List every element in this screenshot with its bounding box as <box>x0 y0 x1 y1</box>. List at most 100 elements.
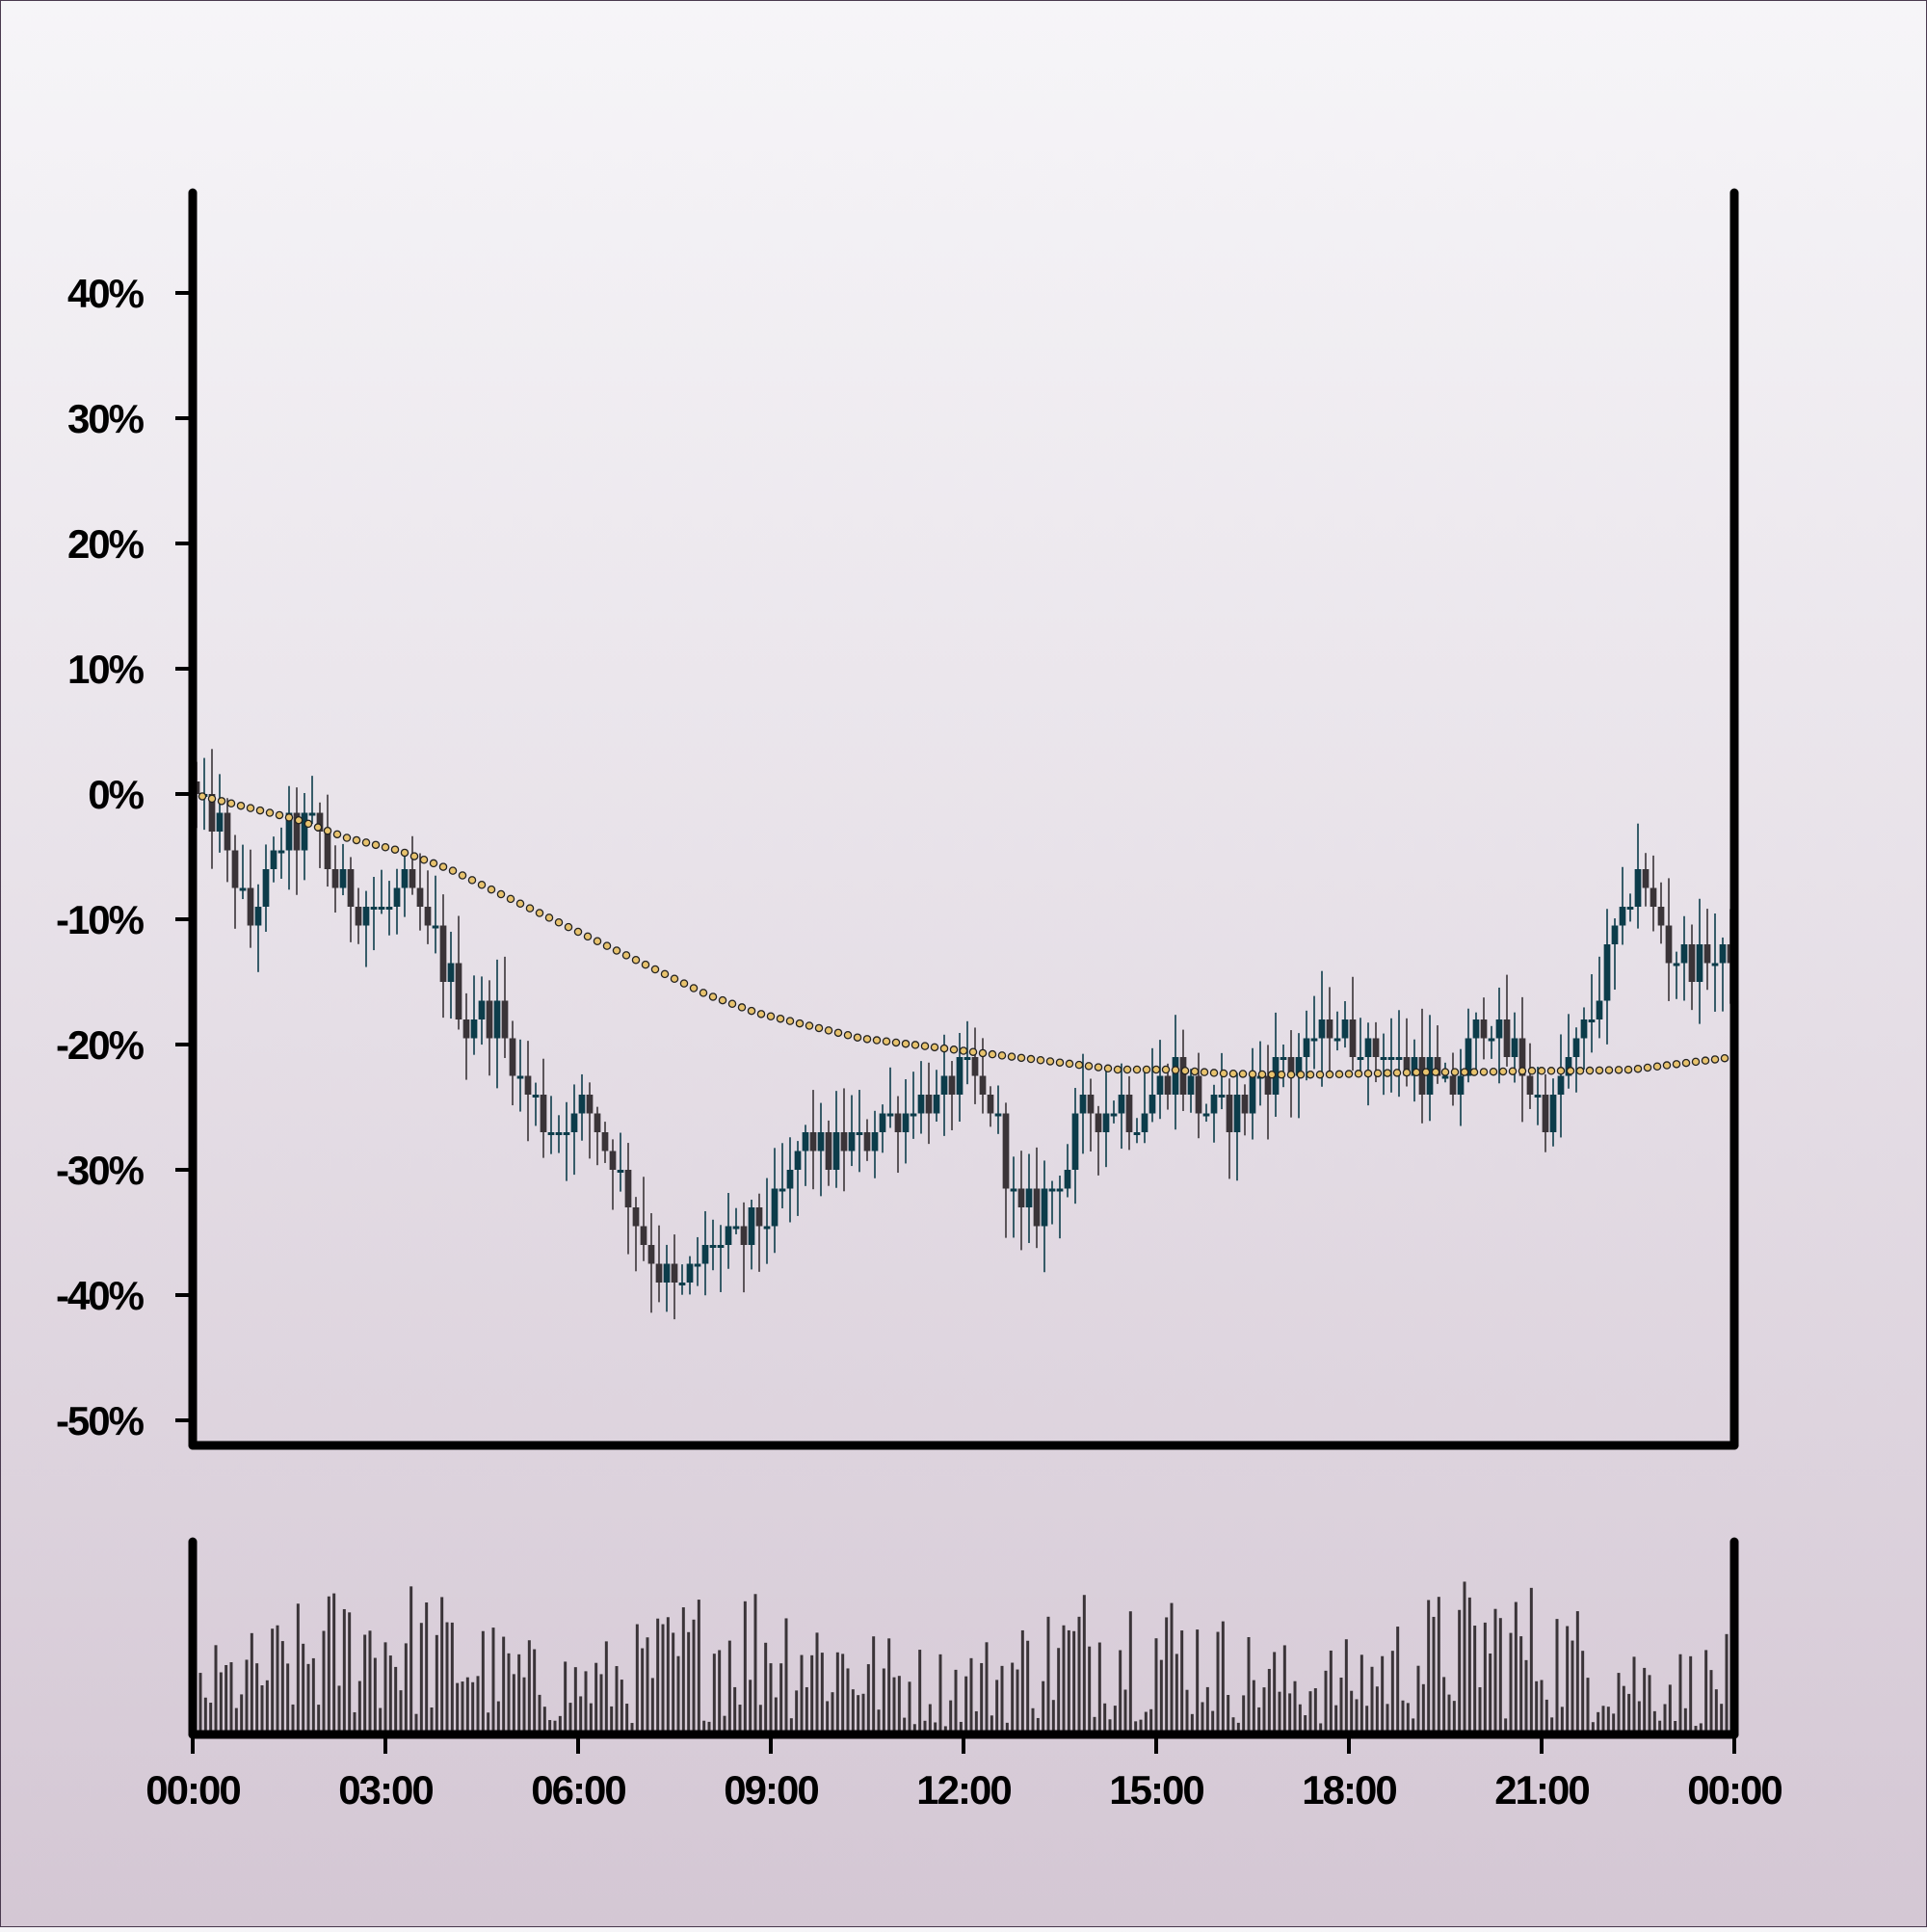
volume-bar <box>620 1680 623 1734</box>
candle-body <box>1526 1075 1534 1095</box>
volume-bar <box>1293 1681 1297 1734</box>
volume-bar <box>1180 1630 1184 1734</box>
trend-marker <box>313 823 323 832</box>
volume-bar <box>399 1690 403 1734</box>
trend-marker <box>795 1019 805 1028</box>
volume-bar <box>1622 1685 1625 1734</box>
volume-bar <box>599 1674 603 1734</box>
volume-bar <box>1051 1700 1055 1734</box>
trend-marker <box>361 838 371 847</box>
candle-body <box>1503 1019 1511 1057</box>
volume-bar <box>1149 1708 1153 1734</box>
candle-body <box>1588 1019 1596 1022</box>
volume-bar <box>1493 1608 1497 1734</box>
volume-bar <box>635 1624 639 1734</box>
candle-body <box>971 1057 979 1076</box>
trend-marker <box>1623 1065 1633 1074</box>
candle-body <box>1156 1075 1164 1095</box>
candle-body <box>1218 1095 1226 1098</box>
volume-bar <box>625 1704 629 1734</box>
trend-marker <box>776 1014 785 1023</box>
trend-marker <box>525 904 535 913</box>
volume-bar <box>568 1703 572 1734</box>
candle-body <box>1472 1019 1480 1039</box>
volume-bar <box>250 1632 253 1734</box>
volume-bar <box>835 1652 839 1734</box>
candle-body <box>948 1075 956 1095</box>
volume-bar <box>286 1663 290 1734</box>
volume-bar <box>789 1718 793 1734</box>
candles <box>193 749 1734 1320</box>
volume-bar <box>1709 1670 1713 1734</box>
volume-bar <box>974 1710 978 1734</box>
candle-body <box>424 907 432 926</box>
volume-bar <box>630 1723 634 1734</box>
volume-bar <box>641 1648 645 1734</box>
volume-bar <box>1236 1722 1240 1734</box>
volume-bar <box>1026 1640 1030 1734</box>
volume-bar <box>1390 1651 1394 1734</box>
volume-bar <box>1319 1723 1323 1734</box>
volume-bar <box>558 1715 562 1734</box>
trend-marker <box>1190 1067 1200 1076</box>
volume-bar <box>604 1641 608 1734</box>
candle-body <box>378 907 385 910</box>
volume-bar <box>959 1721 963 1734</box>
volume-bar <box>882 1668 885 1734</box>
volume-bar <box>306 1663 310 1734</box>
trend-marker <box>573 927 583 937</box>
volume-bar <box>265 1680 269 1734</box>
trend-marker <box>602 941 612 950</box>
trend-marker <box>650 965 660 974</box>
trend-marker <box>342 834 352 842</box>
trend-marker <box>265 808 275 817</box>
candle-body <box>370 907 378 910</box>
volume-bar <box>388 1655 392 1734</box>
candle-body <box>540 1095 547 1132</box>
trend-marker <box>1546 1067 1556 1075</box>
trend-marker <box>1094 1063 1103 1072</box>
candle-body <box>1233 1095 1241 1132</box>
volume-bar <box>379 1707 383 1734</box>
volume-bar <box>219 1672 223 1734</box>
volume-bar <box>1042 1681 1045 1734</box>
volume-bar <box>1304 1715 1307 1734</box>
trend-marker <box>853 1033 862 1042</box>
candle-body <box>547 1132 555 1135</box>
candle-body <box>1341 1019 1349 1039</box>
volume-bar <box>1406 1703 1410 1734</box>
volume-bar <box>1396 1627 1400 1734</box>
candle-body <box>1095 1113 1102 1132</box>
trend-marker <box>255 806 265 815</box>
trend-marker <box>1151 1065 1161 1074</box>
trend-marker <box>1527 1067 1537 1075</box>
trend-marker <box>1257 1070 1267 1079</box>
volume-bar <box>841 1654 845 1734</box>
trend-marker <box>1219 1069 1228 1078</box>
volume-bar <box>502 1636 506 1734</box>
volume-bar <box>1591 1722 1595 1734</box>
volume-bar <box>1452 1701 1456 1734</box>
trend-marker <box>621 951 631 960</box>
candle-body <box>1048 1188 1056 1192</box>
volume-bar <box>949 1700 953 1734</box>
trend-marker <box>689 984 699 992</box>
candle-body <box>1480 1019 1488 1039</box>
candle-body <box>447 963 455 982</box>
candle-body <box>886 1113 894 1117</box>
trend-marker <box>198 792 207 801</box>
volume-bar <box>1329 1650 1333 1734</box>
volume-bar <box>481 1630 485 1734</box>
candle-body <box>1673 963 1680 966</box>
candle-body <box>686 1263 694 1283</box>
candle-body <box>1187 1075 1195 1095</box>
volume-bar <box>1242 1695 1246 1734</box>
volume-bar <box>1504 1718 1508 1734</box>
volume-bar <box>589 1703 593 1734</box>
candle-body <box>717 1245 725 1248</box>
volume-bar <box>1658 1720 1662 1734</box>
trend-marker <box>1633 1064 1643 1073</box>
trend-marker <box>1681 1058 1691 1068</box>
trend-marker <box>1614 1066 1623 1074</box>
